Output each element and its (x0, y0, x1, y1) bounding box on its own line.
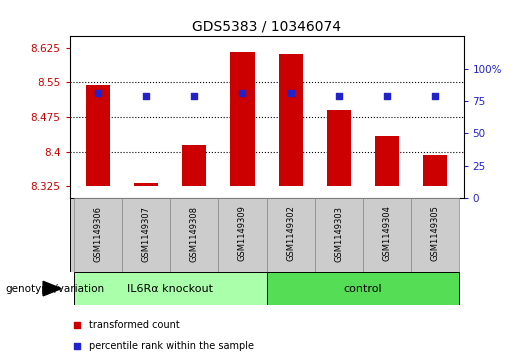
Point (142, 93, 150, 99)
Text: genotype/variation: genotype/variation (5, 284, 104, 294)
Bar (410, 198, 459, 272)
Text: IL6Rα knockout: IL6Rα knockout (127, 284, 213, 294)
Bar (267, 272, 459, 305)
Text: percentile rank within the sample: percentile rank within the sample (89, 341, 254, 351)
Point (286, 90, 295, 96)
Point (191, 93, 199, 99)
Text: GSM1149305: GSM1149305 (430, 205, 439, 261)
Point (73, 322, 81, 328)
Bar (423, 155, 447, 186)
Bar (374, 135, 399, 186)
Text: GSM1149308: GSM1149308 (190, 205, 199, 262)
Point (94, 90, 102, 96)
Point (73, 343, 81, 349)
Bar (363, 198, 410, 272)
Bar (74, 272, 267, 305)
Bar (231, 53, 254, 186)
Point (238, 90, 247, 96)
Polygon shape (43, 281, 61, 296)
Text: control: control (344, 284, 382, 294)
Bar (74, 198, 123, 272)
Bar (170, 198, 218, 272)
Bar (267, 198, 315, 272)
Bar (182, 145, 207, 186)
Text: transformed count: transformed count (89, 321, 180, 330)
Text: GSM1149309: GSM1149309 (238, 205, 247, 261)
Text: GSM1149306: GSM1149306 (94, 205, 103, 262)
Bar (87, 85, 110, 186)
Bar (218, 198, 267, 272)
Bar (279, 54, 302, 186)
Point (334, 93, 342, 99)
Point (431, 93, 439, 99)
Text: GSM1149307: GSM1149307 (142, 205, 151, 262)
Bar (134, 183, 159, 186)
Point (383, 93, 391, 99)
Bar (315, 198, 363, 272)
Text: GSM1149303: GSM1149303 (334, 205, 343, 262)
Title: GDS5383 / 10346074: GDS5383 / 10346074 (192, 20, 341, 34)
Text: GSM1149304: GSM1149304 (382, 205, 391, 261)
Bar (123, 198, 170, 272)
Bar (327, 110, 351, 186)
Text: GSM1149302: GSM1149302 (286, 205, 295, 261)
